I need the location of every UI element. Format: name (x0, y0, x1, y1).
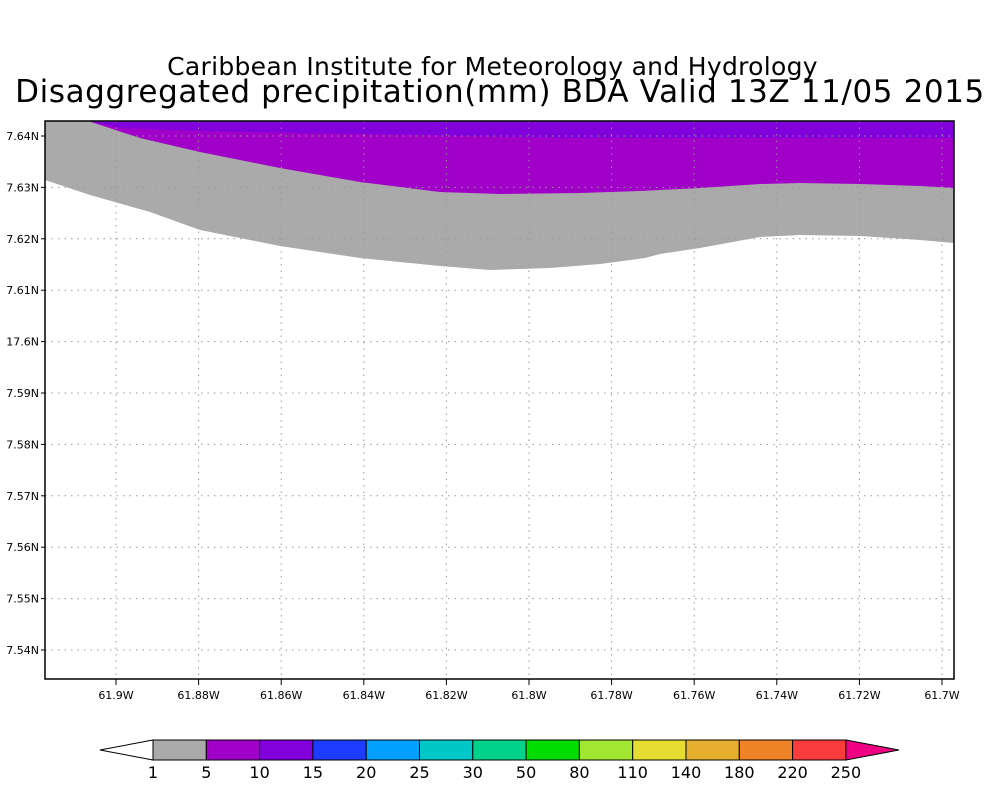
lon-tick-label: 61.76W (673, 689, 715, 702)
lat-tick-label: 7.64N (6, 130, 39, 143)
colorbar-below-triangle (99, 739, 154, 761)
lat-tick-label: 7.62N (6, 233, 39, 246)
colorbar-label: 1 (148, 763, 158, 782)
colorbar-segment (419, 739, 474, 761)
lon-tick-label: 61.78W (590, 689, 632, 702)
plot-frame (44, 120, 955, 680)
colorbar-label: 140 (671, 763, 702, 782)
chart-title: Caribbean Institute for Meteorology and … (167, 52, 818, 81)
lon-tick-label: 61.72W (838, 689, 880, 702)
lon-tick-label: 61.7W (924, 689, 959, 702)
colorbar-segment (792, 739, 847, 761)
lon-tick-label: 61.82W (425, 689, 467, 702)
colorbar-segment (525, 739, 580, 761)
colorbar-label: 20 (356, 763, 376, 782)
lon-tick-label: 61.84W (343, 689, 385, 702)
lat-tick-label: 7.58N (6, 438, 39, 451)
latitude-axis: 7.64N 7.63N 7.62N 7.61N 17.6N 7.59N 7.58N 7.57N… (6, 130, 45, 657)
lon-tick-label: 61.86W (260, 689, 302, 702)
precipitation-field (45, 121, 954, 270)
colorbar-label: 110 (617, 763, 648, 782)
colorbar-label: 220 (777, 763, 808, 782)
colorbar-segment (312, 739, 367, 761)
lat-tick-label: 7.63N (6, 181, 39, 194)
colorbar-label: 80 (569, 763, 589, 782)
lat-tick-label: 7.56N (6, 541, 39, 554)
colorbar-segment (365, 739, 421, 761)
colorbar-segment (685, 739, 740, 761)
chart-subtitle: Disaggregated precipitation(mm) BDA Vali… (15, 74, 985, 110)
lat-tick-label: 7.55N (6, 593, 39, 606)
lat-tick-label: 17.6N (6, 336, 39, 349)
lon-tick-label: 61.8W (511, 689, 546, 702)
colorbar-segment (578, 739, 634, 761)
colorbar-segment (738, 739, 794, 761)
colorbar-label: 30 (463, 763, 483, 782)
lat-tick-label: 7.61N (6, 284, 39, 297)
colorbar-label: 5 (201, 763, 211, 782)
colorbar-label: 180 (724, 763, 755, 782)
lon-tick-label: 61.88W (177, 689, 219, 702)
colorbar-segment (259, 739, 314, 761)
lat-tick-label: 7.57N (6, 490, 39, 503)
colorbar-label: 10 (249, 763, 269, 782)
colorbar-label: 25 (409, 763, 429, 782)
lon-tick-label: 61.9W (98, 689, 133, 702)
lon-tick-label: 61.74W (756, 689, 798, 702)
colorbar-label: 250 (831, 763, 862, 782)
lat-tick-label: 7.54N (6, 644, 39, 657)
colorbar-segment (632, 739, 687, 761)
colorbar-segment (205, 739, 261, 761)
longitude-axis: 61.9W 61.88W 61.86W 61.84W 61.82W 61.8W 61.78W… (98, 679, 960, 702)
colorbar-label: 15 (303, 763, 323, 782)
precip-band-10-15 (88, 121, 954, 138)
lat-tick-label: 7.59N (6, 387, 39, 400)
colorbar-segment (152, 739, 207, 761)
colorbar-label: 50 (516, 763, 536, 782)
colorbar-segment (472, 739, 527, 761)
precip-band-5-10 (88, 121, 954, 194)
colorbar-above-triangle (845, 739, 899, 761)
colorbar: 1 5 10 15 20 25 30 50 80 110 140 180 220 250 (99, 739, 899, 782)
